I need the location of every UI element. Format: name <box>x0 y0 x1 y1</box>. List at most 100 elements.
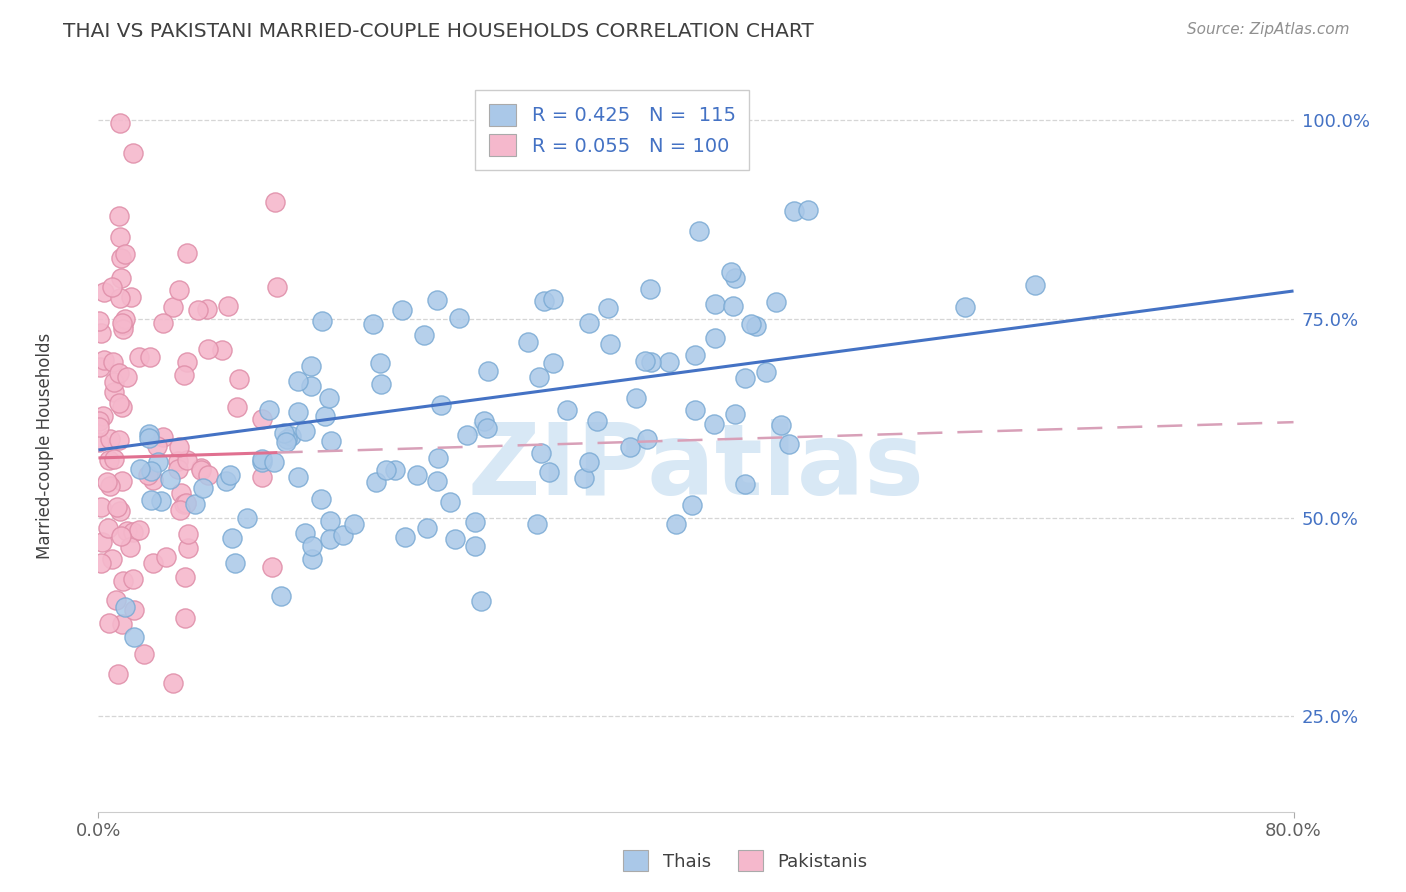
Point <box>166 454 188 468</box>
Point <box>141 473 163 487</box>
Point <box>394 530 416 544</box>
Point <box>162 300 184 314</box>
Point <box>103 375 125 389</box>
Point <box>105 500 128 515</box>
Point <box>139 464 162 478</box>
Point <box>187 303 209 318</box>
Point <box>633 353 655 368</box>
Point <box>139 350 162 364</box>
Point <box>166 462 188 476</box>
Point <box>122 145 145 160</box>
Point <box>155 549 177 564</box>
Point <box>636 433 658 447</box>
Point <box>287 470 309 484</box>
Point <box>456 428 478 442</box>
Point <box>770 417 793 432</box>
Point <box>287 405 309 419</box>
Point <box>703 417 725 432</box>
Text: Married-couple Households: Married-couple Households <box>35 333 53 559</box>
Point <box>638 282 661 296</box>
Point <box>470 594 492 608</box>
Point <box>184 498 207 512</box>
Point <box>252 412 274 426</box>
Point <box>114 600 136 615</box>
Point <box>132 647 155 661</box>
Point <box>177 527 200 541</box>
Point <box>174 496 197 510</box>
Point <box>250 469 273 483</box>
Point <box>197 343 219 357</box>
Point <box>533 294 555 309</box>
Point <box>273 426 295 441</box>
Point <box>107 667 129 681</box>
Point <box>91 409 114 423</box>
Point <box>167 283 190 297</box>
Point <box>197 468 219 483</box>
Point <box>375 462 398 476</box>
Point <box>412 327 434 342</box>
Point <box>1024 277 1046 292</box>
Point <box>578 316 600 330</box>
Point <box>100 280 122 294</box>
Point <box>416 521 439 535</box>
Point <box>224 556 246 570</box>
Point <box>527 370 550 384</box>
Point <box>177 541 200 555</box>
Point <box>221 532 243 546</box>
Point <box>173 368 195 382</box>
Legend: Thais, Pakistanis: Thais, Pakistanis <box>616 843 875 879</box>
Point <box>176 246 198 260</box>
Point <box>626 392 648 406</box>
Point <box>755 365 778 379</box>
Point <box>111 617 134 632</box>
Point <box>111 316 134 330</box>
Point <box>688 224 710 238</box>
Point <box>98 432 121 446</box>
Point <box>266 280 288 294</box>
Point <box>90 326 112 340</box>
Point <box>112 322 135 336</box>
Point <box>101 355 124 369</box>
Point <box>122 630 145 644</box>
Point <box>90 500 112 514</box>
Point <box>276 432 298 446</box>
Point <box>97 520 120 534</box>
Point <box>173 497 195 511</box>
Point <box>93 285 115 300</box>
Point <box>280 429 302 443</box>
Point <box>464 515 486 529</box>
Point <box>108 366 131 380</box>
Point <box>449 310 471 325</box>
Point <box>599 336 621 351</box>
Point <box>111 318 134 332</box>
Point <box>159 472 181 486</box>
Point <box>704 330 727 344</box>
Point <box>128 524 150 538</box>
Point <box>101 552 124 566</box>
Point <box>301 552 323 566</box>
Point <box>439 495 461 509</box>
Point <box>361 317 384 331</box>
Point <box>370 377 392 392</box>
Point <box>195 301 218 316</box>
Point <box>734 477 756 491</box>
Point <box>734 370 756 384</box>
Point <box>721 299 744 313</box>
Point <box>299 359 322 373</box>
Point <box>472 414 495 428</box>
Point <box>87 314 110 328</box>
Point <box>427 450 450 465</box>
Point <box>681 499 703 513</box>
Point <box>309 492 332 507</box>
Point <box>235 511 257 525</box>
Point <box>114 247 136 261</box>
Point <box>426 293 449 307</box>
Point <box>703 297 725 311</box>
Point <box>129 462 152 476</box>
Point <box>108 209 131 223</box>
Point <box>596 301 619 315</box>
Point <box>683 348 706 362</box>
Point <box>530 446 553 460</box>
Point <box>720 265 742 279</box>
Point <box>89 420 111 434</box>
